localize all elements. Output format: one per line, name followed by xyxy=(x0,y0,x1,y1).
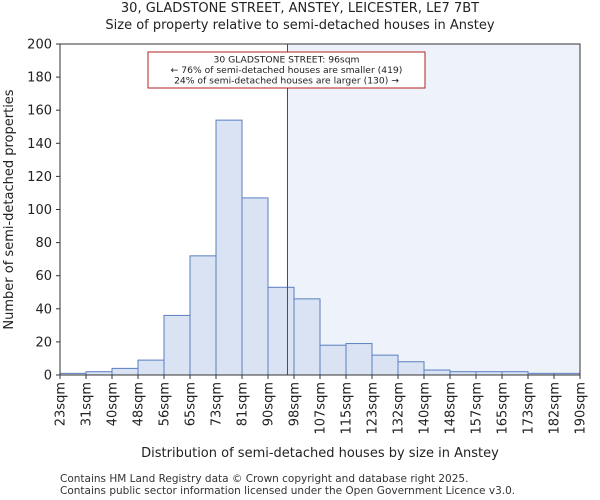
x-axis-label: Distribution of semi-detached houses by … xyxy=(141,446,499,461)
x-tick-label: 173sqm xyxy=(522,382,537,435)
x-tick-label: 73sqm xyxy=(210,382,225,426)
x-tick-label: 115sqm xyxy=(340,382,355,435)
annotation-line: 30 GLADSTONE STREET: 96sqm xyxy=(213,55,359,66)
histogram-bar xyxy=(293,298,321,376)
x-tick-label: 140sqm xyxy=(418,382,433,435)
histogram-bar xyxy=(163,314,191,376)
annotation-line: ← 76% of semi-detached houses are smalle… xyxy=(171,65,403,76)
larger-region-shade xyxy=(287,44,580,375)
annotation-box xyxy=(147,51,426,89)
y-tick-label: 160 xyxy=(27,104,52,119)
y-tick-label: 60 xyxy=(35,269,52,284)
x-tick-label: 40sqm xyxy=(106,382,121,426)
x-tick-label: 123sqm xyxy=(366,382,381,435)
y-tick-label: 0 xyxy=(44,369,52,384)
x-tick-label: 23sqm xyxy=(54,382,69,426)
histogram-bar xyxy=(267,286,295,376)
histogram-bar xyxy=(423,369,451,376)
x-tick-label: 56sqm xyxy=(158,382,173,426)
footer-copyright: Contains HM Land Registry data © Crown c… xyxy=(60,473,469,485)
x-tick-label: 182sqm xyxy=(548,382,563,435)
x-tick-label: 165sqm xyxy=(496,382,511,435)
y-tick-label: 80 xyxy=(35,236,52,251)
histogram-bar xyxy=(111,367,139,376)
histogram-bar xyxy=(137,359,165,376)
histogram-bar xyxy=(215,119,243,376)
histogram-bar xyxy=(189,255,217,376)
x-tick-label: 48sqm xyxy=(132,382,147,426)
y-tick-label: 200 xyxy=(27,38,52,53)
x-tick-label: 65sqm xyxy=(184,382,199,426)
annotation-line: 24% of semi-detached houses are larger (… xyxy=(174,76,399,87)
y-tick-label: 40 xyxy=(35,302,52,317)
footer-licence: Contains public sector information licen… xyxy=(60,485,516,497)
y-tick-label: 100 xyxy=(27,203,52,218)
y-tick-label: 120 xyxy=(27,170,52,185)
x-tick-label: 98sqm xyxy=(288,382,303,426)
y-tick-label: 180 xyxy=(27,71,52,86)
x-tick-label: 132sqm xyxy=(392,382,407,435)
x-tick-label: 31sqm xyxy=(80,382,95,426)
x-tick-label: 90sqm xyxy=(262,382,277,426)
chart-title: 30, GLADSTONE STREET, ANSTEY, LEICESTER,… xyxy=(120,1,480,16)
histogram-bar xyxy=(371,354,399,376)
y-axis-label: Number of semi-detached properties xyxy=(2,89,17,329)
x-tick-label: 148sqm xyxy=(444,382,459,435)
y-tick-label: 140 xyxy=(27,137,52,152)
x-tick-label: 107sqm xyxy=(314,382,329,435)
histogram-bar xyxy=(319,344,347,376)
histogram-bar xyxy=(397,361,425,376)
histogram-bar xyxy=(241,197,269,376)
histogram-bar xyxy=(345,343,373,376)
y-tick-label: 20 xyxy=(35,335,52,350)
x-tick-label: 81sqm xyxy=(236,382,251,426)
chart-subtitle: Size of property relative to semi-detach… xyxy=(105,18,495,33)
x-tick-label: 190sqm xyxy=(574,382,589,435)
x-tick-label: 157sqm xyxy=(470,382,485,435)
